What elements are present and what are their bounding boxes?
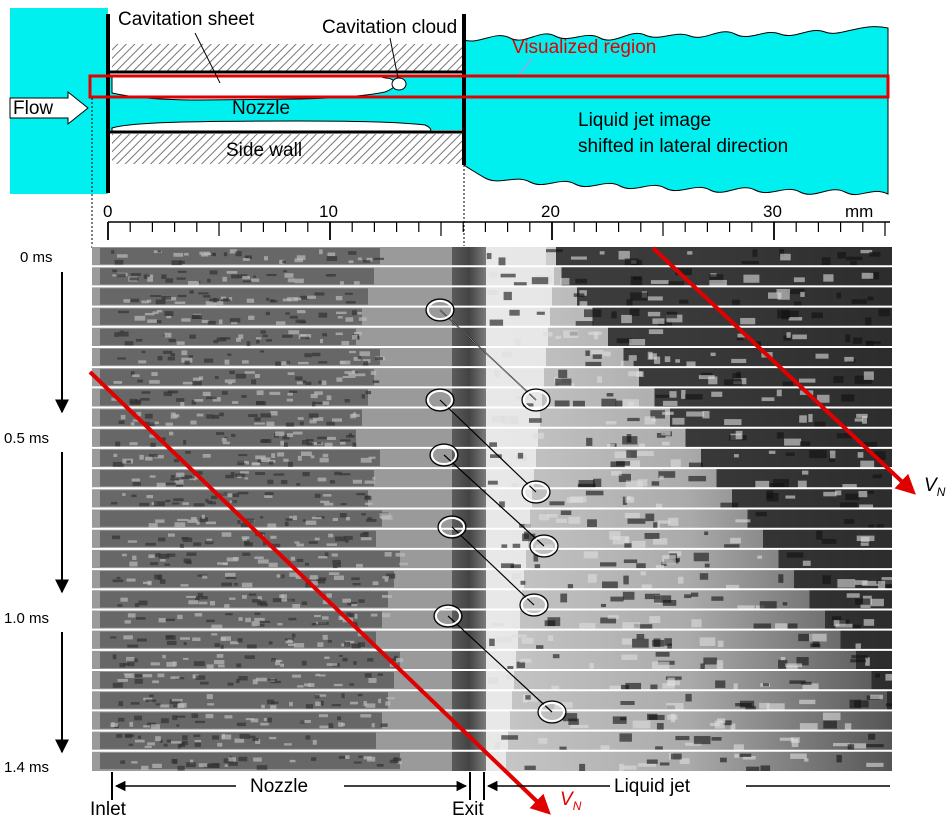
frame-strip [92,387,892,409]
liquid-jet-caption-line1: Liquid jet image [578,111,711,130]
frame-strip [92,266,892,288]
time-label-05: 0.5 ms [4,431,49,446]
exit-label: Exit [452,800,484,819]
frame-strip [92,630,892,651]
high-speed-frames [92,246,903,774]
nozzle-schematic [10,8,888,248]
scale-tick-label-30: 30 [763,203,782,220]
time-label-10: 1.0 ms [4,611,49,626]
frame-strip [92,327,892,348]
frame-strip [92,448,892,470]
frame-strip [92,307,892,329]
upper-side-wall [112,44,464,72]
velocity-label-left: VN [560,790,581,812]
time-label-0: 0 ms [20,250,53,265]
nozzle-bottom-label: Nozzle [250,777,308,796]
frame-strip [92,529,892,551]
frame-strip [92,731,892,753]
velocity-label-right: VN [924,476,945,498]
visualized-region-label: Visualized region [512,38,656,57]
scale-unit-label: mm [845,203,873,220]
frame-strip [92,589,892,609]
frame-strip [92,367,892,387]
liquid-jet-caption-line2: shifted in lateral direction [578,137,788,156]
cavitation-sheet-label: Cavitation sheet [118,10,254,29]
lower-cavitation-shape [112,121,431,132]
mm-scale [108,222,890,240]
inlet-label: Inlet [90,800,126,819]
cavitation-cloud-label: Cavitation cloud [322,18,457,37]
nozzle-label: Nozzle [232,99,290,118]
cavitation-cloud-shape [392,78,406,90]
flow-label: Flow [13,99,53,118]
frame-strip [92,609,892,631]
time-label-14: 1.4 ms [4,760,49,775]
scale-tick-label-0: 0 [103,203,112,220]
frame-strip [92,751,892,774]
frame-strip [92,710,892,731]
bottom-dimension [112,772,890,800]
scale-tick-label-20: 20 [541,203,560,220]
scale-tick-label-10: 10 [319,203,338,220]
side-wall-label: Side wall [226,141,302,160]
frame-strip [92,690,900,712]
liquid-jet-bottom-label: Liquid jet [614,777,690,796]
